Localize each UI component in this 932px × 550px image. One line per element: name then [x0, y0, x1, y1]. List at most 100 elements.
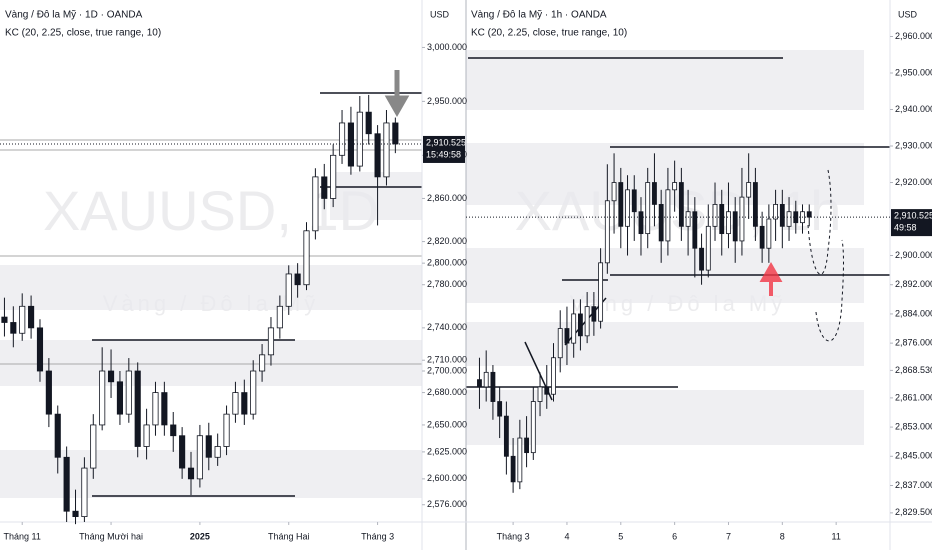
candle-body [170, 424, 177, 437]
x-tick-label: 11 [831, 531, 840, 541]
x-tick-label: 4 [564, 531, 569, 541]
candle-body [503, 415, 509, 457]
last-price-box [891, 209, 932, 237]
candle-body [510, 455, 516, 483]
countdown: 15:49:58 [426, 149, 461, 159]
candle-body [72, 510, 79, 518]
candle-body [196, 435, 203, 480]
chart-title: Vàng / Đô la Mỹ · 1h · OANDA [471, 10, 607, 21]
y-tick-label: 2,710.000 [427, 355, 467, 365]
y-tick-label: 2,884.000 [895, 308, 932, 318]
candle-body [678, 182, 684, 227]
candle-body [365, 111, 372, 135]
candle-body [604, 200, 610, 264]
candle-body [303, 230, 310, 286]
candle-body [36, 327, 44, 372]
candle-body [490, 371, 496, 402]
candle-body [223, 413, 230, 447]
candle-body [28, 305, 35, 329]
candle-body [285, 273, 292, 307]
last-price-box [423, 135, 465, 163]
y-tick-label: 2,625.000 [427, 446, 467, 456]
candle-body [739, 196, 745, 242]
currency-label: USD [898, 9, 918, 19]
y-tick-label: 2,960.000 [895, 31, 932, 41]
y-tick-label: 2,800.000 [427, 258, 467, 268]
y-tick-label: 2,868.530 [895, 365, 932, 375]
candle-body [584, 306, 590, 337]
candle-body [483, 371, 489, 388]
y-tick-label: 2,920.000 [895, 177, 932, 187]
candle-body [658, 204, 664, 242]
candle-body [786, 211, 792, 227]
candle-body [45, 370, 52, 415]
y-tick-label: 3,000.000 [427, 42, 467, 52]
candle-body [692, 211, 698, 249]
y-tick-label: 2,700.000 [427, 365, 467, 375]
x-tick-label: Tháng 3 [361, 531, 394, 541]
x-tick-label: Tháng 11 [4, 531, 41, 541]
x-tick-label: Tháng 3 [497, 531, 530, 541]
candle-body [793, 211, 799, 224]
candle-body [577, 313, 583, 337]
candle-body [383, 122, 390, 178]
candle-body [537, 386, 543, 402]
candle-body [347, 122, 354, 167]
x-tick-label: 6 [672, 531, 677, 541]
candle-body [726, 211, 731, 235]
candle-body [99, 370, 106, 426]
y-tick-label: 2,837.000 [895, 480, 932, 490]
zone [0, 265, 422, 310]
candle-body [759, 225, 765, 249]
candle-body [294, 273, 301, 286]
candle-body [259, 354, 266, 372]
candle-body [267, 327, 275, 356]
y-tick-label: 2,780.000 [427, 279, 467, 289]
y-tick-label: 2,650.000 [427, 419, 467, 429]
y-tick-label: 2,860.000 [427, 193, 467, 203]
candle-body [143, 424, 150, 447]
candle-body [232, 392, 239, 415]
candle-body [250, 370, 257, 415]
currency-label: USD [430, 9, 450, 19]
candle-body [81, 467, 88, 518]
candle-body [125, 370, 132, 415]
zone [0, 340, 422, 386]
candle-body [497, 401, 503, 417]
candle-body [645, 182, 651, 235]
x-tick-label: 5 [618, 531, 623, 541]
y-tick-label: 2,680.000 [427, 387, 467, 397]
y-tick-label: 2,845.000 [895, 451, 932, 461]
candle-body [752, 182, 758, 227]
y-tick-label: 2,930.000 [895, 140, 932, 150]
watermark: XAUUSD, 1D [43, 179, 379, 242]
candle-body [205, 435, 212, 458]
candle-body [611, 182, 617, 202]
candle-body [214, 446, 221, 458]
candle-body [187, 467, 195, 480]
candle-body [330, 154, 337, 199]
x-tick-label: Tháng Mười hai [79, 531, 143, 541]
candle-body [571, 313, 577, 344]
zone [466, 50, 864, 110]
candle-body [806, 211, 812, 218]
candle-body [312, 176, 319, 232]
candle-body [338, 122, 346, 156]
candle-body [241, 392, 248, 415]
candle-body [665, 189, 671, 242]
zone [0, 450, 422, 498]
candle-body [712, 204, 718, 227]
y-tick-label: 2,900.000 [895, 250, 932, 260]
candle-body [705, 225, 711, 271]
candle-body [356, 111, 363, 167]
candle-body [477, 379, 482, 388]
y-tick-label: 2,740.000 [427, 322, 467, 332]
last-price-label: 2,910.525 [894, 210, 932, 220]
candle-body [699, 247, 704, 271]
candle-body [134, 370, 141, 447]
zone [466, 390, 864, 445]
chart-title: Vàng / Đô la Mỹ · 1D · OANDA [5, 10, 143, 21]
candle-body [161, 392, 168, 426]
